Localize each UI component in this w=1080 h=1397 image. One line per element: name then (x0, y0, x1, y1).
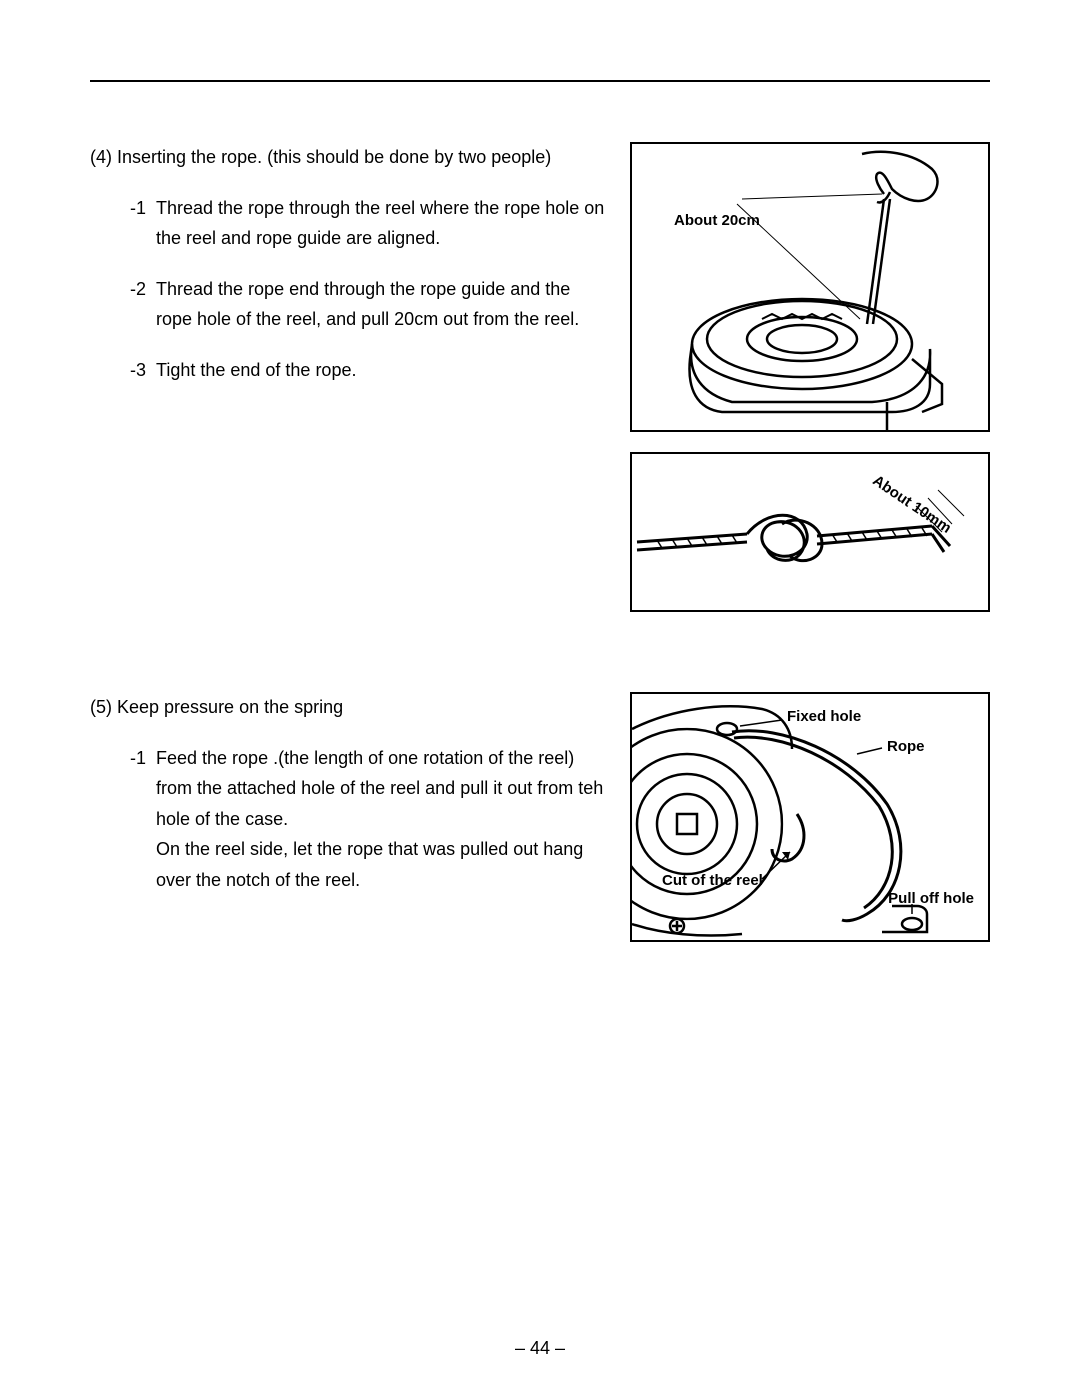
item-number: -2 (130, 274, 156, 335)
figure-reel-hand: About 20cm (630, 142, 990, 432)
figure-label-fixed-hole: Fixed hole (787, 708, 861, 725)
section-4-block: (4) Inserting the rope. (this should be … (90, 142, 990, 612)
list-item: -1 Thread the rope through the reel wher… (130, 193, 606, 254)
figure-label-rope: Rope (887, 738, 925, 755)
section-5-block: (5) Keep pressure on the spring -1 Feed … (90, 692, 990, 942)
list-item: -2 Thread the rope end through the rope … (130, 274, 606, 335)
figure-label-cut-of-reel: Cut of the reel (662, 872, 763, 889)
figure-label-20cm: About 20cm (674, 212, 760, 229)
item-text: Thread the rope end through the rope gui… (156, 274, 606, 335)
page-number: – 44 – (0, 1338, 1080, 1359)
list-item: -3 Tight the end of the rope. (130, 355, 606, 386)
item-number: -3 (130, 355, 156, 386)
section-4-figures: About 20cm (630, 142, 990, 612)
item-text: Feed the rope .(the length of one rotati… (156, 743, 606, 896)
section-5-columns: (5) Keep pressure on the spring -1 Feed … (90, 692, 990, 942)
top-rule (90, 80, 990, 82)
section-5-figures: Fixed hole Rope Cut of the reel Pull off… (630, 692, 990, 942)
item-text: Tight the end of the rope. (156, 355, 606, 386)
reel-hand-illustration (632, 144, 988, 430)
item-text: Thread the rope through the reel where t… (156, 193, 606, 254)
item-number: -1 (130, 193, 156, 254)
knot-illustration (632, 454, 988, 610)
section-4-list: -1 Thread the rope through the reel wher… (130, 193, 606, 386)
list-item: -1 Feed the rope .(the length of one rot… (130, 743, 606, 896)
section-4-columns: (4) Inserting the rope. (this should be … (90, 142, 990, 612)
figure-reel-rope: Fixed hole Rope Cut of the reel Pull off… (630, 692, 990, 942)
section-5-heading: (5) Keep pressure on the spring (90, 692, 606, 723)
page: (4) Inserting the rope. (this should be … (0, 0, 1080, 1397)
section-4-heading: (4) Inserting the rope. (this should be … (90, 142, 606, 173)
section-5-text: (5) Keep pressure on the spring -1 Feed … (90, 692, 606, 942)
figure-knot: About 10mm (630, 452, 990, 612)
section-5-list: -1 Feed the rope .(the length of one rot… (130, 743, 606, 896)
item-number: -1 (130, 743, 156, 896)
figure-label-pull-off-hole: Pull off hole (888, 890, 974, 907)
section-4-text: (4) Inserting the rope. (this should be … (90, 142, 606, 612)
